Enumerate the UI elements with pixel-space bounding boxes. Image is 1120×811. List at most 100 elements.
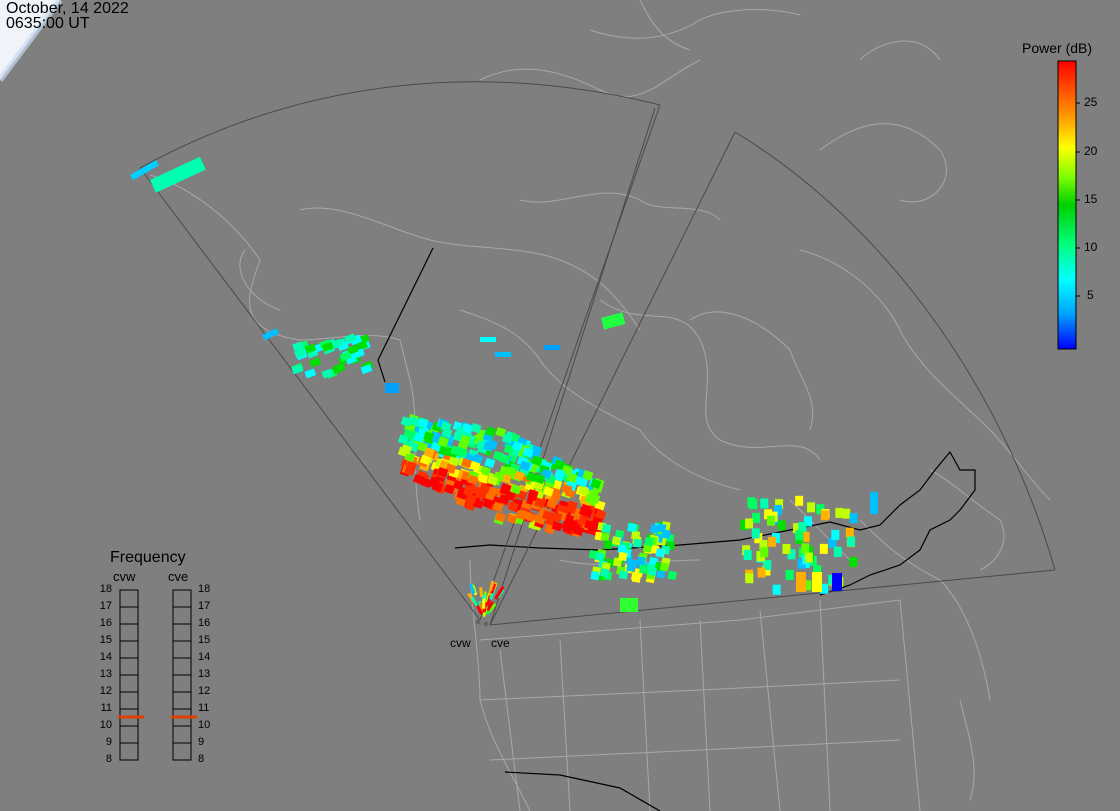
backscatter-cell <box>441 427 453 439</box>
frequency-cell <box>119 725 139 744</box>
backscatter-cell <box>262 328 280 341</box>
backscatter-cell <box>777 520 786 531</box>
backscatter-cell <box>542 510 554 521</box>
backscatter-cell <box>554 468 566 480</box>
backscatter-cell <box>763 560 772 571</box>
backscatter-cell <box>408 416 420 427</box>
backscatter-cell <box>601 312 626 330</box>
frequency-cell <box>172 742 192 761</box>
backscatter-cell <box>649 524 660 534</box>
frequency-scale-label: 16 <box>198 617 211 629</box>
backscatter-cell <box>796 572 806 592</box>
backscatter-cell <box>429 476 441 487</box>
backscatter-cell <box>482 598 486 609</box>
backscatter-cell <box>304 343 317 354</box>
backscatter-cell <box>485 426 497 437</box>
frequency-scale-label: 17 <box>198 600 211 612</box>
backscatter-cell <box>448 455 460 467</box>
backscatter-cell <box>584 493 596 505</box>
colorbar-tick-label: 15 <box>1084 192 1098 206</box>
backscatter-cell <box>511 441 524 452</box>
backscatter-cell <box>752 512 761 523</box>
frequency-scale-label: 12 <box>99 685 112 697</box>
backscatter-cell <box>450 445 462 456</box>
backscatter-cell <box>459 434 471 446</box>
backscatter-cell <box>506 513 518 524</box>
frequency-cell <box>119 606 139 625</box>
backscatter-cell <box>510 484 522 495</box>
backscatter-cell <box>618 551 628 562</box>
backscatter-cell <box>483 441 495 452</box>
backscatter-cell <box>578 485 590 497</box>
backscatter-cell <box>775 499 784 510</box>
frequency-cell <box>172 606 192 625</box>
frequency-scale-label: 16 <box>99 617 112 629</box>
backscatter-cell <box>644 537 654 547</box>
backscatter-cell <box>291 364 304 375</box>
frequency-scale-label: 14 <box>198 651 211 663</box>
backscatter-cell <box>561 484 573 495</box>
frequency-scale-label: 15 <box>99 634 112 646</box>
backscatter-cell <box>804 552 813 563</box>
backscatter-cell <box>553 459 565 470</box>
backscatter-cell <box>294 348 306 359</box>
backscatter-cell <box>344 333 357 344</box>
backscatter-cell <box>572 525 584 536</box>
frequency-scale-label: 10 <box>198 719 211 731</box>
backscatter-cell <box>845 527 854 538</box>
backscatter-cell <box>627 522 637 533</box>
backscatter-cell <box>630 530 641 540</box>
frequency-cell <box>119 674 139 693</box>
backscatter-cell <box>620 598 638 612</box>
backscatter-cell <box>803 516 812 527</box>
terminator-edge <box>0 0 63 82</box>
backscatter-cell <box>417 418 429 429</box>
frequency-scale-label: 18 <box>198 583 211 595</box>
backscatter-cell <box>469 460 481 472</box>
backscatter-cell <box>590 570 600 581</box>
backscatter-cell <box>321 368 334 379</box>
backscatter-cell <box>798 522 807 533</box>
colorbar-tick-marks <box>1076 102 1080 297</box>
backscatter-cell <box>292 341 304 352</box>
backscatter-cell <box>527 489 539 500</box>
time-label: 0635:00 UT <box>6 15 90 32</box>
backscatter-cell <box>400 444 412 455</box>
backscatter-cell <box>468 583 476 594</box>
site-label-cvw: cvw <box>450 636 471 650</box>
backscatter-cell <box>807 502 816 513</box>
backscatter-cell <box>745 518 754 529</box>
backscatter-cell <box>595 509 607 520</box>
backscatter-cell <box>339 351 352 362</box>
backscatter-cell <box>628 558 638 569</box>
backscatter-cell <box>504 466 516 477</box>
backscatter-cell <box>416 441 428 452</box>
frequency-cell <box>172 623 192 642</box>
backscatter-cell <box>321 341 334 352</box>
frequency-cell <box>172 589 192 608</box>
colorbar-tick-label: 20 <box>1084 144 1098 158</box>
backscatter-cell <box>793 523 802 534</box>
backscatter-cell <box>760 547 769 558</box>
backscatter-cell <box>400 416 412 427</box>
backscatter-cell <box>470 596 479 607</box>
backscatter-cell <box>534 497 546 508</box>
frequency-cell <box>119 623 139 642</box>
backscatter-cell <box>423 447 435 458</box>
backscatter-cell <box>487 602 497 613</box>
backscatter-cell <box>820 583 829 594</box>
backscatter-cell <box>801 543 810 554</box>
frequency-cell <box>119 589 139 608</box>
backscatter-cell <box>309 357 322 368</box>
backscatter-cell <box>795 495 804 506</box>
backscatter-cell <box>631 571 641 582</box>
backscatter-cell <box>588 550 599 560</box>
cve-site-marker <box>483 621 489 627</box>
backscatter-cell <box>413 474 425 485</box>
backscatter-cell <box>542 486 554 497</box>
backscatter-cell <box>385 383 399 393</box>
backscatter-cell <box>600 568 610 578</box>
backscatter-cell <box>420 477 432 488</box>
backscatter-cell <box>589 523 601 534</box>
